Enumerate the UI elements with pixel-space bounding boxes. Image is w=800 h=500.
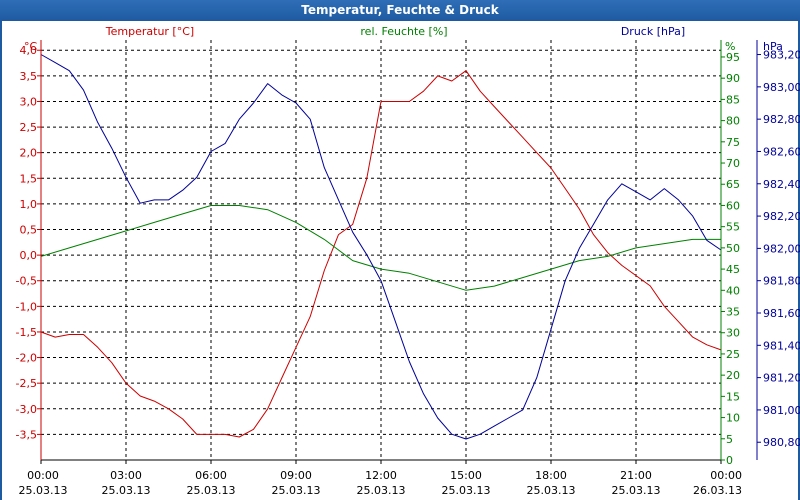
temperature-tick-label: -3,0 <box>16 403 37 416</box>
pressure-tick-label: 981,40 <box>763 339 800 352</box>
pressure-unit: hPa <box>763 40 783 53</box>
x-tick-label-time: 12:00 <box>365 469 397 482</box>
left-border <box>0 21 2 500</box>
grid <box>37 40 761 464</box>
temperature-tick-label: 1,5 <box>20 172 38 185</box>
temperature-tick-label: 3,5 <box>20 70 38 83</box>
pressure-tick-label: 983,00 <box>763 81 800 94</box>
humidity-tick-label: 20 <box>726 369 740 382</box>
x-tick-label-date: 25.03.13 <box>102 484 151 497</box>
humidity-unit: % <box>725 40 735 53</box>
humidity-tick-label: 10 <box>726 412 740 425</box>
x-tick-label-date: 25.03.13 <box>527 484 576 497</box>
temperature-tick-label: -3,5 <box>16 428 37 441</box>
humidity-tick-label: 85 <box>726 93 740 106</box>
temperature-tick-label: -2,5 <box>16 377 37 390</box>
humidity-tick-label: 40 <box>726 284 740 297</box>
x-tick-label-time: 06:00 <box>195 469 227 482</box>
pressure-tick-label: 982,60 <box>763 145 800 158</box>
chart-title: Temperatur, Feuchte & Druck <box>301 3 499 17</box>
pressure-tick-label: 982,00 <box>763 242 800 255</box>
temperature-tick-label: -1,0 <box>16 300 37 313</box>
temperature-tick-label: -1,5 <box>16 326 37 339</box>
humidity-tick-label: 25 <box>726 348 740 361</box>
pressure-tick-label: 983,20 <box>763 49 800 62</box>
temperature-tick-label: 2,5 <box>20 121 38 134</box>
x-tick-label-time: 03:00 <box>110 469 142 482</box>
x-tick-label-time: 00:00 <box>27 469 59 482</box>
x-tick-label-time: 09:00 <box>280 469 312 482</box>
temperature-tick-label: 0,0 <box>20 249 38 262</box>
pressure-tick-label: 981,60 <box>763 307 800 320</box>
humidity-tick-label: 5 <box>726 433 733 446</box>
humidity-tick-label: 65 <box>726 178 740 191</box>
x-tick-label-date: 25.03.13 <box>612 484 661 497</box>
temperature-tick-label: 3,0 <box>20 95 38 108</box>
temperature-axis-title: Temperatur [°C] <box>105 25 194 38</box>
pressure-tick-label: 982,80 <box>763 113 800 126</box>
humidity-axis-title: rel. Feuchte [%] <box>360 25 447 38</box>
x-tick-label-date: 25.03.13 <box>442 484 491 497</box>
x-tick-label-time: 00:00 <box>710 469 742 482</box>
x-tick-label-time: 18:00 <box>535 469 567 482</box>
humidity-tick-label: 95 <box>726 51 740 64</box>
humidity-tick-label: 80 <box>726 115 740 128</box>
x-tick-label-date: 25.03.13 <box>272 484 321 497</box>
temperature-tick-label: 4,0 <box>20 44 38 57</box>
pressure-tick-label: 981,00 <box>763 404 800 417</box>
temperature-tick-label: 2,0 <box>20 147 38 160</box>
temperature-tick-label: 0,5 <box>20 224 38 237</box>
x-tick-label-date: 25.03.13 <box>357 484 406 497</box>
humidity-tick-label: 70 <box>726 157 740 170</box>
x-tick-label-date: 25.03.13 <box>187 484 236 497</box>
temperature-unit: °C <box>24 40 38 53</box>
humidity-tick-label: 0 <box>726 454 733 467</box>
x-tick-label-date: 26.03.13 <box>693 484 742 497</box>
humidity-tick-label: 60 <box>726 199 740 212</box>
temperature-tick-label: 1,0 <box>20 198 38 211</box>
temperature-tick-label: -2,0 <box>16 352 37 365</box>
humidity-tick-label: 75 <box>726 136 740 149</box>
x-tick-label-time: 15:00 <box>450 469 482 482</box>
temperature-tick-label: -0,5 <box>16 275 37 288</box>
humidity-series-line <box>40 205 721 291</box>
title-bar: Temperatur, Feuchte & Druck <box>0 0 800 21</box>
series-layer <box>40 54 722 440</box>
humidity-tick-label: 35 <box>726 306 740 319</box>
pressure-tick-label: 980,80 <box>763 436 800 449</box>
humidity-tick-label: 50 <box>726 242 740 255</box>
x-tick-label-date: 25.03.13 <box>19 484 68 497</box>
x-tick-label-time: 21:00 <box>620 469 652 482</box>
axes <box>40 40 758 461</box>
pressure-axis-title: Druck [hPa] <box>621 25 685 38</box>
pressure-tick-label: 981,20 <box>763 372 800 385</box>
pressure-tick-label: 982,20 <box>763 210 800 223</box>
pressure-tick-label: 982,40 <box>763 178 800 191</box>
humidity-tick-label: 45 <box>726 263 740 276</box>
axis-labels: Temperatur [°C] rel. Feuchte [%] Druck [… <box>16 25 800 497</box>
pressure-tick-label: 981,80 <box>763 275 800 288</box>
pressure-series-line <box>40 54 722 440</box>
right-border <box>798 21 800 500</box>
humidity-tick-label: 30 <box>726 327 740 340</box>
humidity-tick-label: 90 <box>726 72 740 85</box>
humidity-tick-label: 55 <box>726 221 740 234</box>
temperature-series-line <box>40 70 722 438</box>
humidity-tick-label: 15 <box>726 390 740 403</box>
